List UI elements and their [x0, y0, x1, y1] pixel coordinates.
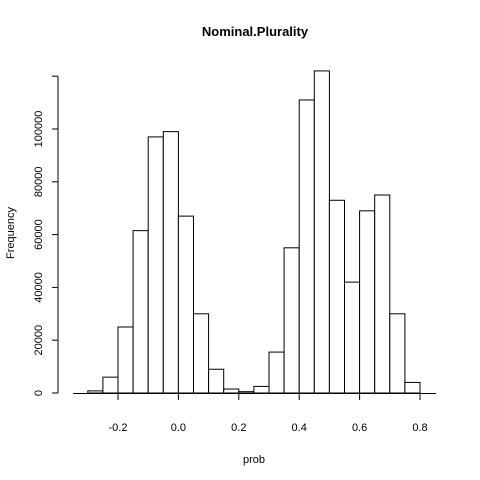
histogram-bar — [374, 194, 391, 394]
histogram-bar — [132, 230, 149, 394]
histogram-bar — [208, 368, 225, 394]
histogram-bar — [238, 391, 255, 394]
histogram-bar — [147, 136, 164, 394]
histogram-bar — [177, 215, 194, 394]
chart-title: Nominal.Plurality — [202, 24, 309, 39]
histogram-bar — [87, 390, 104, 394]
histogram-bar — [313, 70, 330, 394]
histogram-bar — [359, 210, 376, 394]
x-tick-label: 0.2 — [231, 422, 246, 434]
x-tick-label: 0.4 — [292, 422, 307, 434]
histogram-bar — [253, 385, 270, 394]
y-tick-label: 20000 — [33, 325, 45, 356]
histogram-bar — [344, 281, 361, 394]
x-tick-label: 0.0 — [171, 422, 186, 434]
y-axis: 0 20000 40000 60000 80000 100000 — [33, 75, 59, 396]
y-tick-label: 80000 — [33, 167, 45, 198]
histogram-bar — [223, 388, 240, 394]
histogram-bar — [162, 131, 179, 394]
x-tick-label: 0.6 — [352, 422, 367, 434]
x-tick-label: -0.2 — [109, 422, 128, 434]
bars-group — [87, 70, 421, 394]
x-tick-label: 0.8 — [412, 422, 427, 434]
y-tick-label: 100000 — [33, 111, 45, 148]
histogram-bar — [102, 376, 119, 394]
x-axis: -0.2 0.0 0.2 0.4 0.6 0.8 — [73, 393, 436, 434]
y-axis-label: Frequency — [5, 207, 17, 259]
histogram-bar — [283, 247, 300, 394]
histogram-bar — [268, 351, 285, 394]
x-axis-label: prob — [243, 454, 265, 466]
histogram-bar — [193, 313, 210, 394]
y-tick-label: 40000 — [33, 272, 45, 303]
histogram-bar — [328, 199, 345, 394]
histogram-bar — [404, 381, 421, 394]
y-tick-label: 60000 — [33, 219, 45, 250]
histogram-bar — [389, 313, 406, 394]
histogram-bar — [298, 99, 315, 394]
y-tick-label: 0 — [33, 390, 45, 396]
histogram-bar — [117, 326, 134, 394]
